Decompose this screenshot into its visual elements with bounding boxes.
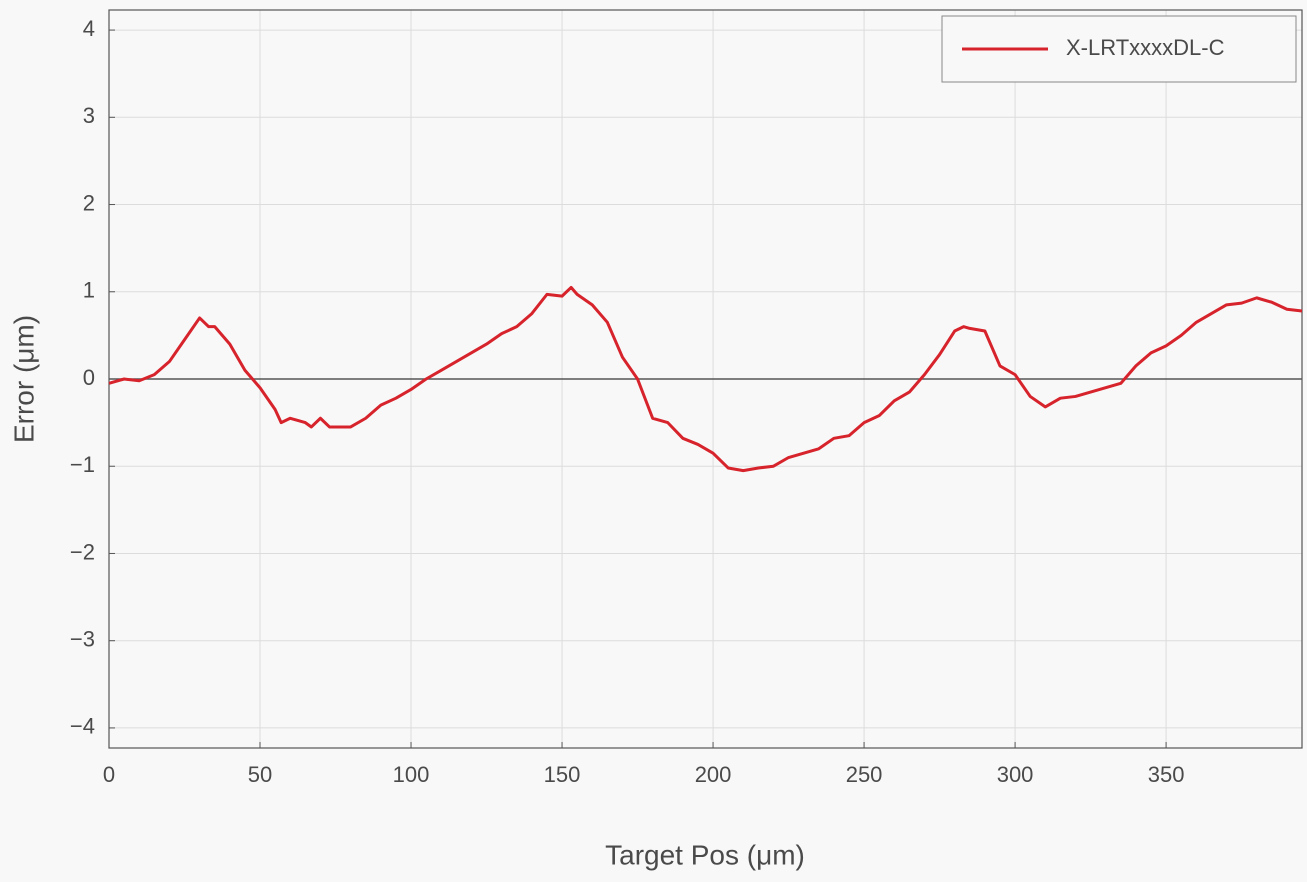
y-tick-label: −2: [70, 539, 95, 564]
legend-label: X-LRTxxxxDL-C: [1066, 35, 1225, 60]
x-axis-label: Target Pos (μm): [605, 839, 805, 870]
y-tick-label: 3: [83, 103, 95, 128]
series-line: [108, 285, 1303, 473]
x-tick-label: 250: [846, 762, 883, 787]
x-tick-label: 200: [695, 762, 732, 787]
x-tick-label: 0: [103, 762, 115, 787]
y-tick-label: −4: [70, 714, 95, 739]
x-tick-label: 50: [248, 762, 272, 787]
y-tick-label: −1: [70, 452, 95, 477]
x-tick-label: 100: [393, 762, 430, 787]
y-tick-label: −3: [70, 627, 95, 652]
y-axis-label: Error (μm): [8, 315, 39, 443]
x-tick-label: 300: [997, 762, 1034, 787]
x-tick-label: 150: [544, 762, 581, 787]
y-tick-label: 4: [83, 16, 95, 41]
y-tick-label: 0: [83, 365, 95, 390]
plot-frame: [108, 9, 1303, 749]
y-tick-label: 2: [83, 190, 95, 215]
y-tick-label: 1: [83, 278, 95, 303]
x-tick-label: 350: [1148, 762, 1185, 787]
